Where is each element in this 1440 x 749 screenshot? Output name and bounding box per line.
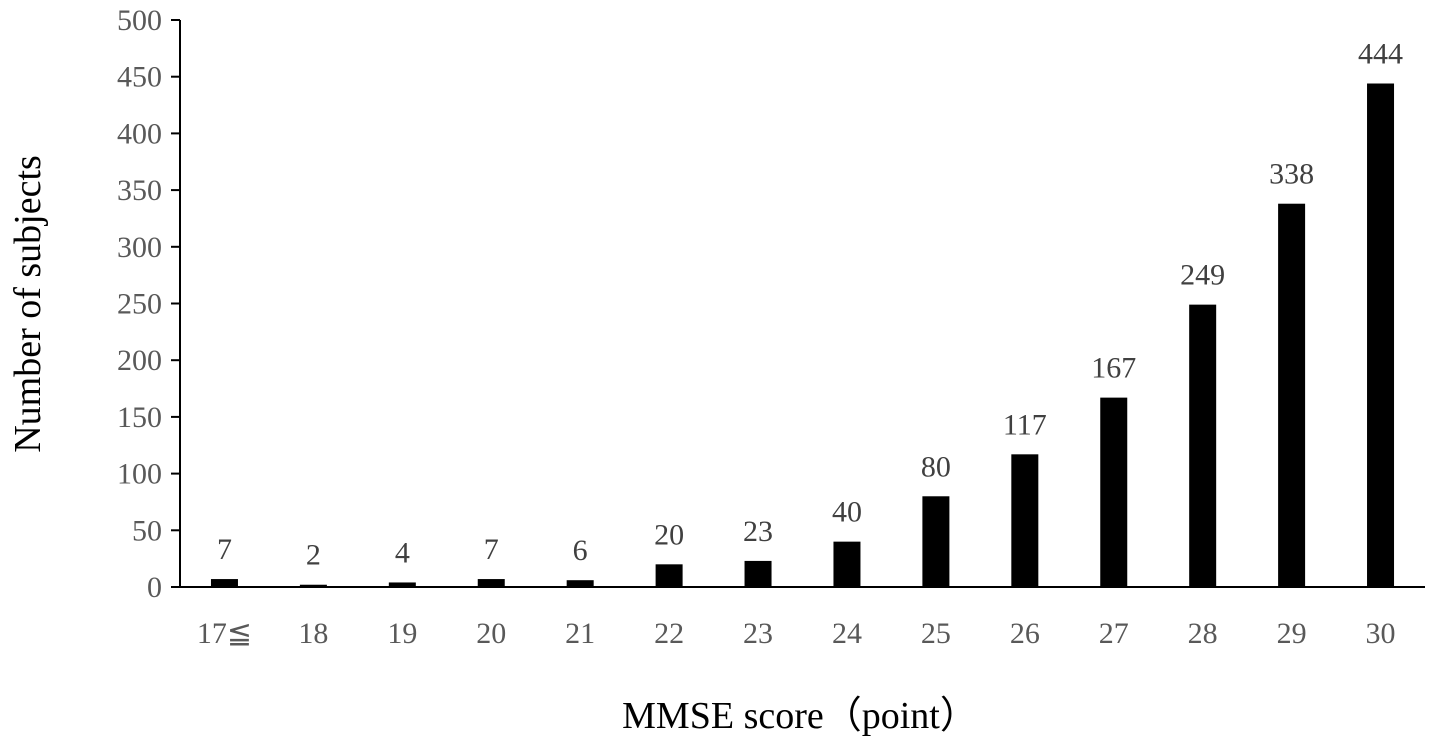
bar: [655, 564, 683, 587]
data-label: 444: [1358, 38, 1403, 71]
y-tick-label: 150: [117, 401, 162, 434]
bar: [299, 584, 327, 587]
y-tick-label: 100: [117, 458, 162, 491]
data-label: 7: [484, 533, 499, 566]
y-tick-label: 250: [117, 288, 162, 321]
x-tick-label: 30: [1366, 617, 1396, 650]
data-label: 2: [306, 539, 321, 572]
y-tick-label: 350: [117, 174, 162, 207]
x-tick-label: 28: [1188, 617, 1218, 650]
bar: [922, 496, 950, 587]
x-tick-label: 27: [1099, 617, 1129, 650]
data-label: 249: [1180, 259, 1225, 292]
data-label: 4: [395, 536, 410, 569]
y-axis-title: Number of subjects: [7, 155, 49, 453]
bar: [477, 579, 505, 587]
plot-area: 0 50 100 150 200 250 300 350 400 450 500 7 17≦ 2 18 4 19…: [117, 4, 1425, 650]
data-label: 23: [743, 515, 773, 548]
bar: [1189, 304, 1217, 587]
bar: [566, 580, 594, 587]
x-tick-label: 17≦: [197, 617, 252, 650]
data-label: 117: [1003, 408, 1047, 441]
y-tick-label: 200: [117, 344, 162, 377]
x-tick-label: 18: [298, 617, 328, 650]
data-label: 20: [654, 518, 684, 551]
x-tick-label: 24: [832, 617, 862, 650]
y-tick-label: 450: [117, 61, 162, 94]
data-label: 80: [921, 450, 951, 483]
bar: [833, 541, 861, 587]
data-label: 40: [832, 496, 862, 529]
x-tick-label: 29: [1277, 617, 1307, 650]
y-tick-label: 400: [117, 117, 162, 150]
x-tick-label: 21: [565, 617, 595, 650]
y-tick-label: 0: [147, 571, 162, 604]
bar: [1100, 397, 1128, 587]
bar: [210, 579, 238, 587]
x-tick-label: 26: [1010, 617, 1040, 650]
data-label: 167: [1091, 352, 1136, 385]
x-tick-label: 19: [387, 617, 417, 650]
y-tick-label: 300: [117, 231, 162, 264]
bar: [388, 582, 416, 587]
y-tick-label: 50: [132, 514, 162, 547]
bar: [1011, 454, 1039, 587]
data-label: 338: [1269, 158, 1314, 191]
data-label: 6: [573, 534, 588, 567]
y-tick-label: 500: [117, 4, 162, 37]
bar: [1278, 203, 1306, 587]
bar: [1367, 83, 1395, 587]
data-label: 7: [217, 533, 232, 566]
x-tick-label: 25: [921, 617, 951, 650]
bar: [744, 560, 772, 587]
x-tick-label: 23: [743, 617, 773, 650]
x-tick-label: 20: [476, 617, 506, 650]
x-tick-label: 22: [654, 617, 684, 650]
x-axis-title: MMSE score（point）: [622, 695, 978, 737]
